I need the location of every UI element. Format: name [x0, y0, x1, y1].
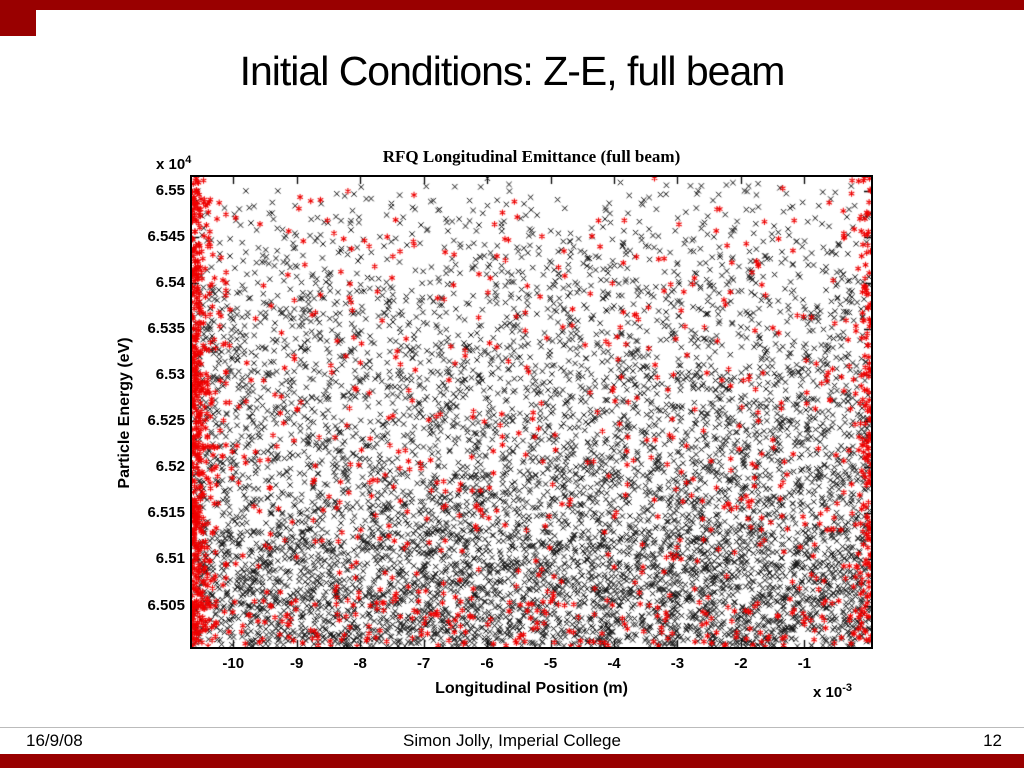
y-tick-label: 6.505 — [147, 596, 185, 614]
y-tick-label: 6.54 — [155, 273, 185, 291]
y-axis-multiplier-base: x 10 — [156, 156, 186, 173]
y-tick-label: 6.535 — [147, 320, 185, 338]
y-axis-multiplier-exponent: 4 — [185, 154, 192, 166]
x-tick-label: -5 — [543, 655, 558, 672]
x-tick-label: -4 — [607, 655, 621, 672]
y-tick-label: 6.545 — [147, 227, 185, 245]
top-accent-bar — [0, 0, 1024, 10]
footer-divider — [0, 727, 1024, 728]
scatter-canvas — [192, 177, 871, 647]
x-tick-label: -2 — [734, 655, 748, 672]
y-tick-label: 6.525 — [147, 412, 185, 430]
x-axis-multiplier: x 10-3 — [813, 682, 852, 701]
x-tick-label: -1 — [797, 655, 812, 672]
footer-credit: Simon Jolly, Imperial College — [403, 731, 621, 750]
x-tick-label: -10 — [222, 655, 245, 672]
x-axis-label: Longitudinal Position (m) — [435, 680, 628, 697]
y-tick-label: 6.53 — [155, 366, 185, 384]
plot-title: RFQ Longitudinal Emittance (full beam) — [382, 147, 681, 166]
x-tick-label: -7 — [416, 655, 431, 672]
y-tick-label: 6.52 — [155, 458, 185, 476]
y-axis-multiplier: x 104 — [156, 154, 191, 173]
y-tick-label: 6.515 — [147, 504, 185, 522]
x-axis-multiplier-exponent: -3 — [842, 682, 852, 694]
footer-page-number: 12 — [983, 731, 1002, 750]
footer-date: 16/9/08 — [26, 731, 83, 750]
bottom-accent-bar — [0, 754, 1024, 768]
x-tick-label: -9 — [290, 655, 304, 672]
x-tick-label: -3 — [670, 655, 685, 672]
x-tick-label: -6 — [480, 655, 494, 672]
slide-title: Initial Conditions: Z-E, full beam — [239, 48, 786, 94]
x-tick-label: -8 — [353, 655, 367, 672]
x-axis-multiplier-base: x 10 — [813, 684, 843, 701]
corner-accent-square — [0, 0, 36, 36]
y-tick-label: 6.55 — [155, 181, 185, 199]
y-tick-label: 6.51 — [155, 550, 185, 568]
